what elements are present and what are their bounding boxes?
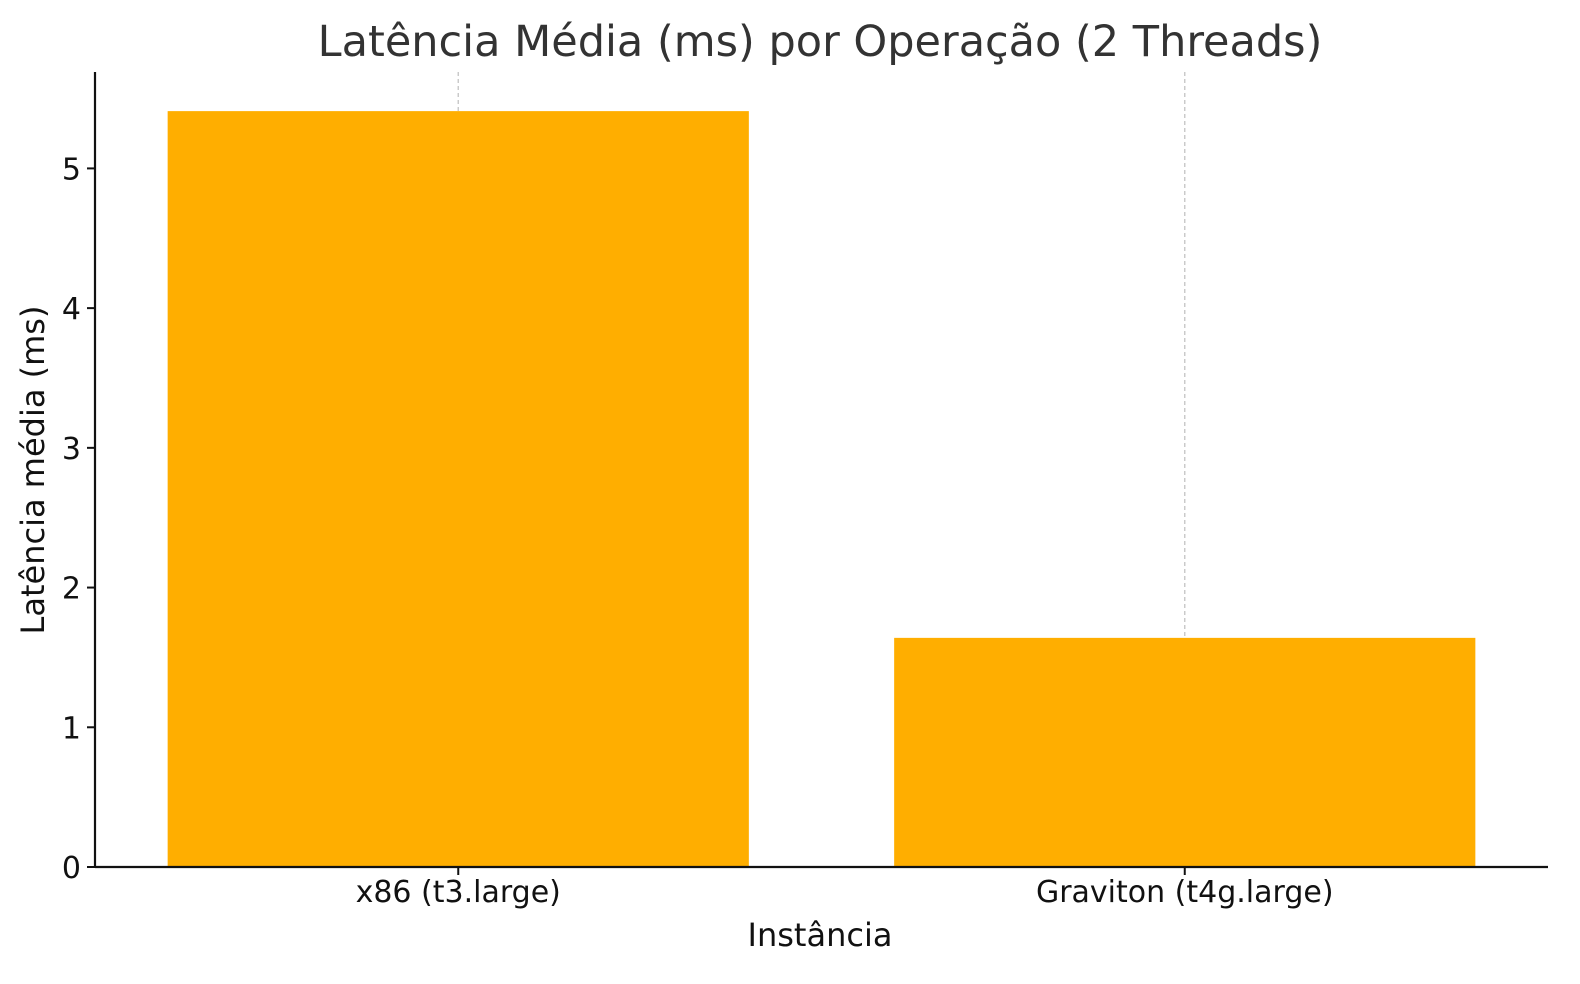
bar-1	[894, 637, 1476, 867]
y-tick-label-3: 3	[62, 432, 81, 467]
x-axis-label: Instância	[748, 916, 893, 954]
y-tick-label-1: 1	[62, 711, 81, 746]
y-tick-label-4: 4	[62, 292, 81, 327]
chart-title: Latência Média (ms) por Operação (2 Thre…	[318, 17, 1323, 67]
ticks-layer: 0 1 2 3 4 5 x86 (t3.large) Graviton (t4g.large)	[62, 152, 1334, 910]
bars-layer	[167, 111, 1476, 867]
y-tick-label-5: 5	[62, 152, 81, 187]
y-axis-label: Latência média (ms)	[14, 306, 52, 635]
axes-layer	[93, 72, 1548, 869]
bar-0	[167, 111, 749, 867]
y-tick-label-0: 0	[62, 851, 81, 886]
x-tick-label-0: x86 (t3.large)	[356, 875, 561, 910]
x-tick-label-1: Graviton (t4g.large)	[1036, 875, 1334, 910]
y-tick-label-2: 2	[62, 572, 81, 607]
